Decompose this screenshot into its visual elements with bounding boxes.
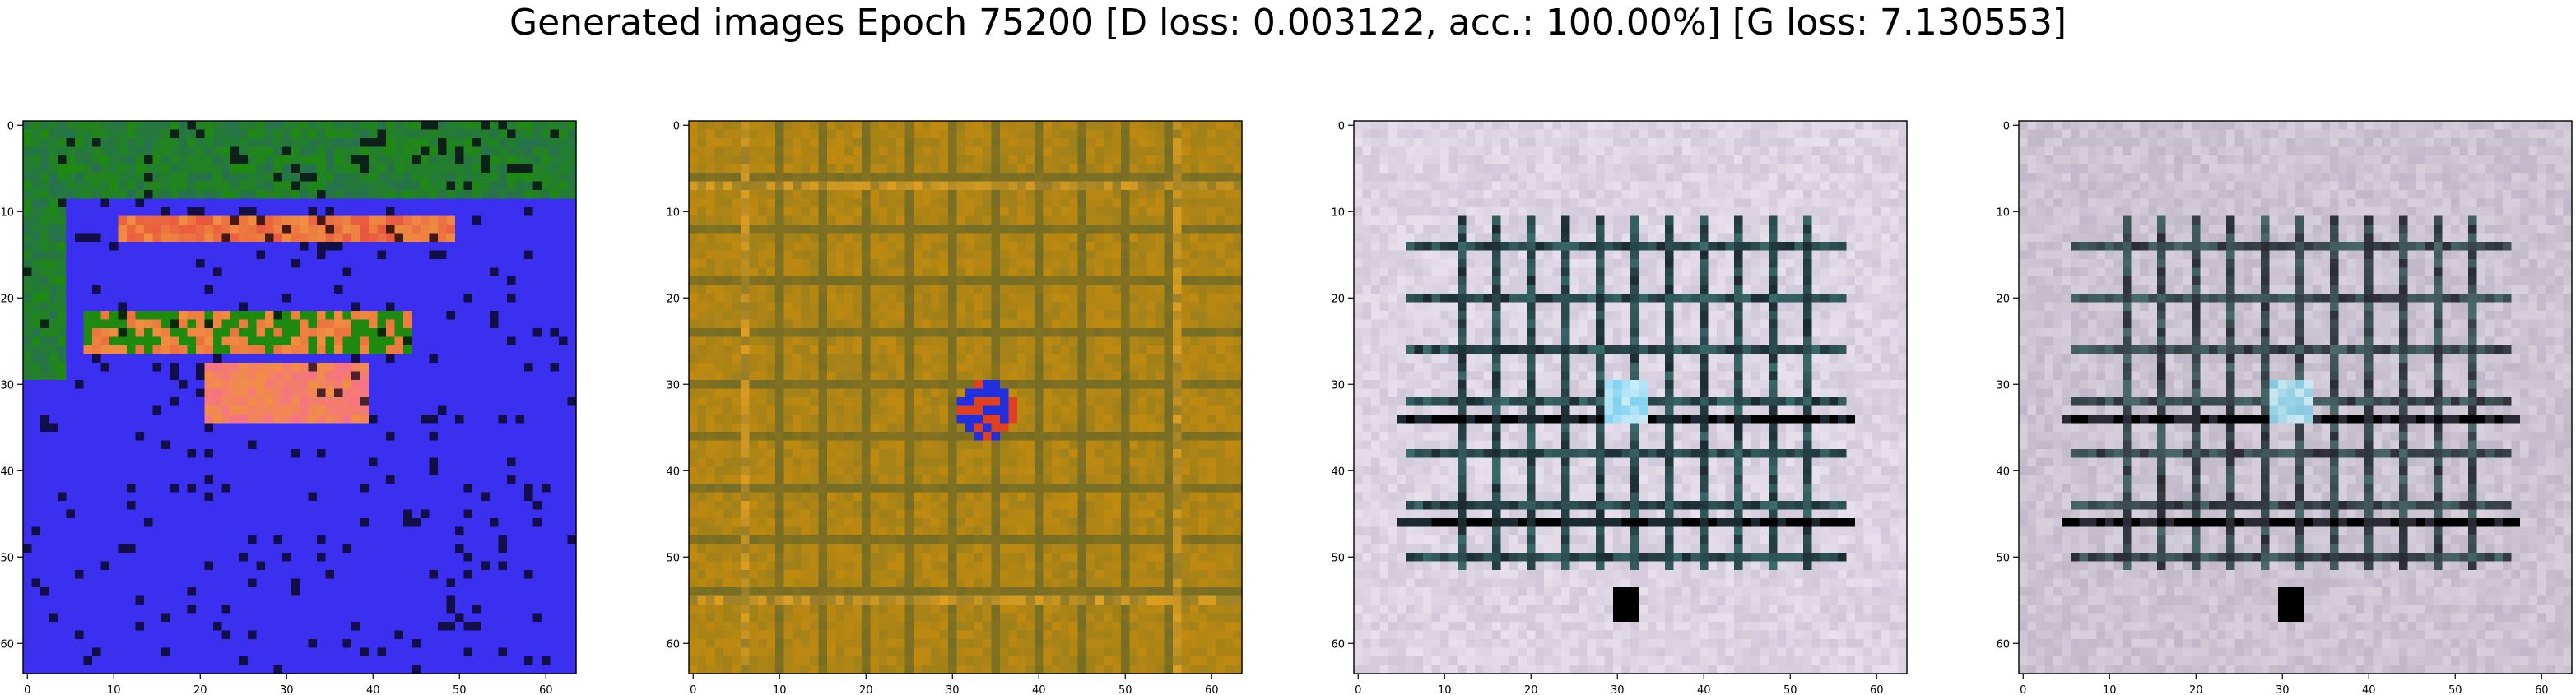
- y-tick-label: 40: [1996, 466, 2010, 478]
- x-tick-label: 40: [1697, 684, 1711, 695]
- x-tick-label: 50: [1118, 684, 1132, 695]
- axes-frame: [22, 120, 577, 674]
- y-tick-label: 0: [1338, 120, 1345, 132]
- generated-image-2: [689, 121, 1243, 674]
- x-tick-label: 20: [2189, 684, 2203, 695]
- y-tick-label: 60: [1331, 638, 1345, 651]
- y-tick-label: 30: [0, 379, 14, 392]
- axes-frame: [2018, 120, 2573, 674]
- y-tick-label: 0: [2003, 120, 2010, 132]
- x-tick-label: 30: [1611, 684, 1625, 695]
- x-tick-label: 30: [2276, 684, 2290, 695]
- x-tick-label: 60: [539, 684, 553, 695]
- image-panel-2: 0 10 20 30 40 50 60 0 10 20 30 40 50 60: [666, 120, 1243, 695]
- generated-image-1: [23, 121, 577, 674]
- y-tick-label: 20: [1996, 293, 2010, 305]
- figure-title: Generated images Epoch 75200 [D loss: 0.…: [509, 2, 2067, 44]
- image-panel-3: 0 10 20 30 40 50 60 0 10 20 30 40 50 60: [1331, 120, 1908, 695]
- y-tick-label: 40: [666, 466, 680, 478]
- y-tick-label: 50: [666, 552, 680, 564]
- y-tick-label: 50: [0, 552, 14, 564]
- x-tick-label: 20: [1524, 684, 1538, 695]
- axes-frame: [688, 120, 1243, 674]
- x-tick-label: 0: [24, 684, 30, 695]
- y-tick-label: 50: [1331, 552, 1345, 564]
- y-tick-label: 50: [1996, 552, 2010, 564]
- x-tick-label: 30: [280, 684, 294, 695]
- image-panel-1: 0 10 20 30 40 50 60 0 10 20 30 40 50 60: [0, 120, 577, 695]
- x-tick-label: 10: [107, 684, 121, 695]
- axes-frame: [1353, 120, 1908, 674]
- y-tick-label: 60: [0, 638, 14, 651]
- x-tick-label: 50: [2448, 684, 2462, 695]
- y-tick-label: 0: [7, 120, 14, 132]
- generated-image-4: [2019, 121, 2573, 674]
- y-tick-label: 0: [673, 120, 680, 132]
- x-tick-label: 30: [946, 684, 960, 695]
- x-tick-label: 20: [859, 684, 873, 695]
- x-tick-label: 0: [2020, 684, 2026, 695]
- x-tick-label: 10: [1438, 684, 1452, 695]
- x-tick-label: 10: [2103, 684, 2117, 695]
- x-tick-label: 40: [1032, 684, 1046, 695]
- y-tick-label: 30: [1996, 379, 2010, 392]
- y-tick-label: 20: [1331, 293, 1345, 305]
- x-tick-label: 40: [366, 684, 380, 695]
- y-tick-label: 60: [1996, 638, 2010, 651]
- x-tick-label: 60: [1205, 684, 1219, 695]
- y-tick-label: 40: [0, 466, 14, 478]
- x-tick-label: 60: [2535, 684, 2549, 695]
- x-tick-label: 60: [1870, 684, 1884, 695]
- y-tick-label: 20: [666, 293, 680, 305]
- x-tick-label: 50: [453, 684, 467, 695]
- y-tick-label: 10: [0, 206, 14, 219]
- x-tick-label: 0: [1355, 684, 1361, 695]
- y-tick-label: 60: [666, 638, 680, 651]
- x-tick-label: 20: [193, 684, 207, 695]
- y-tick-label: 10: [1331, 206, 1345, 219]
- y-tick-label: 20: [0, 293, 14, 305]
- x-tick-label: 0: [690, 684, 696, 695]
- image-panel-4: 0 10 20 30 40 50 60 0 10 20 30 40 50 60: [1996, 120, 2573, 695]
- y-tick-label: 10: [666, 206, 680, 219]
- x-tick-label: 40: [2362, 684, 2376, 695]
- x-tick-label: 50: [1783, 684, 1797, 695]
- generated-image-3: [1354, 121, 1908, 674]
- y-tick-label: 30: [1331, 379, 1345, 392]
- y-tick-label: 40: [1331, 466, 1345, 478]
- x-tick-label: 10: [773, 684, 787, 695]
- y-tick-label: 30: [666, 379, 680, 392]
- y-tick-label: 10: [1996, 206, 2010, 219]
